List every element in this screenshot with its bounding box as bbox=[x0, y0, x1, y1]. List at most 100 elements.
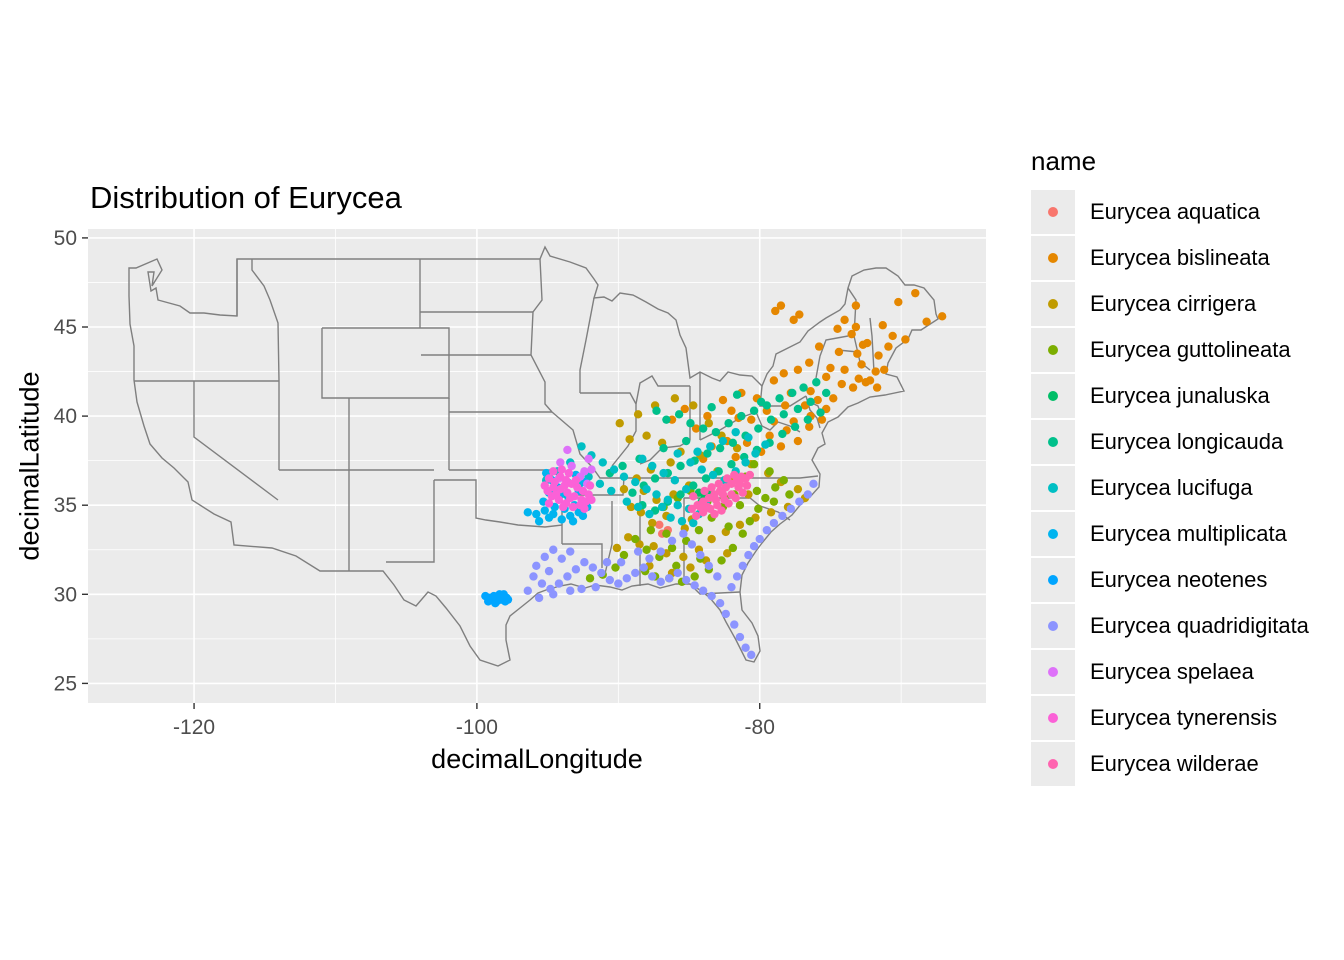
data-point bbox=[659, 468, 668, 478]
legend-dot-icon bbox=[1048, 207, 1058, 217]
data-point bbox=[631, 568, 640, 578]
x-tick-label: -100 bbox=[456, 716, 498, 739]
data-point bbox=[696, 502, 705, 512]
data-point bbox=[650, 474, 660, 483]
data-point bbox=[544, 513, 554, 522]
data-point bbox=[752, 486, 762, 496]
data-point bbox=[805, 358, 814, 367]
data-point bbox=[639, 563, 648, 572]
data-point bbox=[689, 401, 698, 410]
data-point bbox=[793, 484, 803, 494]
legend-dot-icon bbox=[1048, 483, 1058, 493]
data-point bbox=[833, 324, 842, 333]
legend-item: Eurycea junaluska bbox=[1031, 373, 1309, 419]
y-tick-label: 30 bbox=[54, 583, 77, 606]
data-point bbox=[865, 376, 875, 385]
data-point bbox=[697, 465, 706, 474]
legend-key bbox=[1031, 558, 1075, 602]
data-point bbox=[715, 443, 725, 453]
data-point bbox=[793, 436, 803, 446]
legend-label: Eurycea spelaea bbox=[1090, 659, 1254, 684]
data-point bbox=[780, 401, 790, 410]
data-point bbox=[677, 517, 687, 526]
data-point bbox=[707, 483, 716, 492]
data-point bbox=[723, 549, 732, 558]
data-point bbox=[564, 468, 574, 478]
data-point bbox=[614, 579, 623, 588]
data-point bbox=[540, 481, 549, 490]
legend-dot-icon bbox=[1048, 437, 1058, 447]
data-point bbox=[563, 445, 572, 455]
legend-dot-icon bbox=[1048, 345, 1058, 355]
data-point bbox=[615, 419, 624, 428]
data-point bbox=[689, 518, 698, 528]
data-point bbox=[645, 509, 654, 519]
data-point bbox=[735, 479, 745, 489]
data-point bbox=[874, 351, 883, 360]
data-point bbox=[826, 363, 835, 373]
data-point bbox=[813, 395, 822, 405]
data-point bbox=[665, 574, 674, 583]
data-point bbox=[806, 386, 815, 396]
data-point bbox=[737, 411, 746, 421]
legend-key bbox=[1031, 650, 1075, 694]
data-point bbox=[633, 502, 643, 512]
data-point bbox=[717, 506, 726, 515]
data-point bbox=[937, 312, 947, 321]
y-tick-label: 45 bbox=[54, 316, 77, 339]
data-point bbox=[540, 506, 549, 515]
data-point bbox=[745, 517, 755, 526]
data-point bbox=[749, 541, 759, 551]
data-point bbox=[689, 492, 698, 501]
legend-label: Eurycea tynerensis bbox=[1090, 705, 1278, 730]
x-axis-label: decimalLongitude bbox=[431, 744, 643, 774]
data-point bbox=[642, 545, 651, 554]
data-point bbox=[829, 394, 838, 403]
data-point bbox=[711, 427, 721, 437]
data-point bbox=[901, 335, 910, 344]
data-point bbox=[721, 609, 730, 619]
data-point bbox=[691, 424, 701, 433]
data-point bbox=[568, 502, 578, 512]
data-point bbox=[491, 599, 500, 608]
data-point bbox=[607, 486, 616, 496]
data-point bbox=[879, 365, 889, 374]
data-point bbox=[840, 365, 849, 374]
legend-dot-icon bbox=[1048, 713, 1058, 723]
data-point bbox=[674, 410, 684, 419]
legend-label: Eurycea bislineata bbox=[1090, 245, 1270, 270]
data-point bbox=[724, 419, 733, 428]
data-point bbox=[598, 458, 607, 467]
data-point bbox=[703, 502, 712, 512]
plot-panel bbox=[88, 229, 986, 703]
data-point bbox=[708, 470, 718, 480]
data-point bbox=[847, 329, 856, 339]
legend-dot-icon bbox=[1048, 667, 1058, 677]
data-point bbox=[680, 404, 689, 414]
data-point bbox=[718, 395, 728, 405]
legend-item: Eurycea cirrigera bbox=[1031, 281, 1309, 327]
data-point bbox=[749, 406, 759, 415]
data-point bbox=[715, 599, 725, 608]
x-tick-label: -120 bbox=[173, 716, 215, 739]
data-point bbox=[766, 415, 776, 424]
legend-key bbox=[1031, 190, 1075, 234]
legend-key bbox=[1031, 604, 1075, 648]
data-point bbox=[554, 579, 564, 588]
data-point bbox=[776, 301, 786, 310]
data-point bbox=[681, 484, 691, 494]
legend-dot-icon bbox=[1048, 575, 1058, 585]
data-point bbox=[655, 520, 664, 530]
legend-item: Eurycea lucifuga bbox=[1031, 465, 1309, 511]
us-outline bbox=[128, 245, 939, 667]
data-point bbox=[727, 460, 736, 469]
data-point bbox=[812, 378, 821, 387]
data-point bbox=[778, 429, 787, 439]
data-point bbox=[806, 397, 815, 407]
data-point bbox=[786, 504, 796, 513]
data-point bbox=[762, 525, 772, 535]
series-eurycea-longicauda bbox=[605, 378, 831, 515]
data-point bbox=[858, 340, 868, 350]
data-point bbox=[628, 488, 637, 497]
